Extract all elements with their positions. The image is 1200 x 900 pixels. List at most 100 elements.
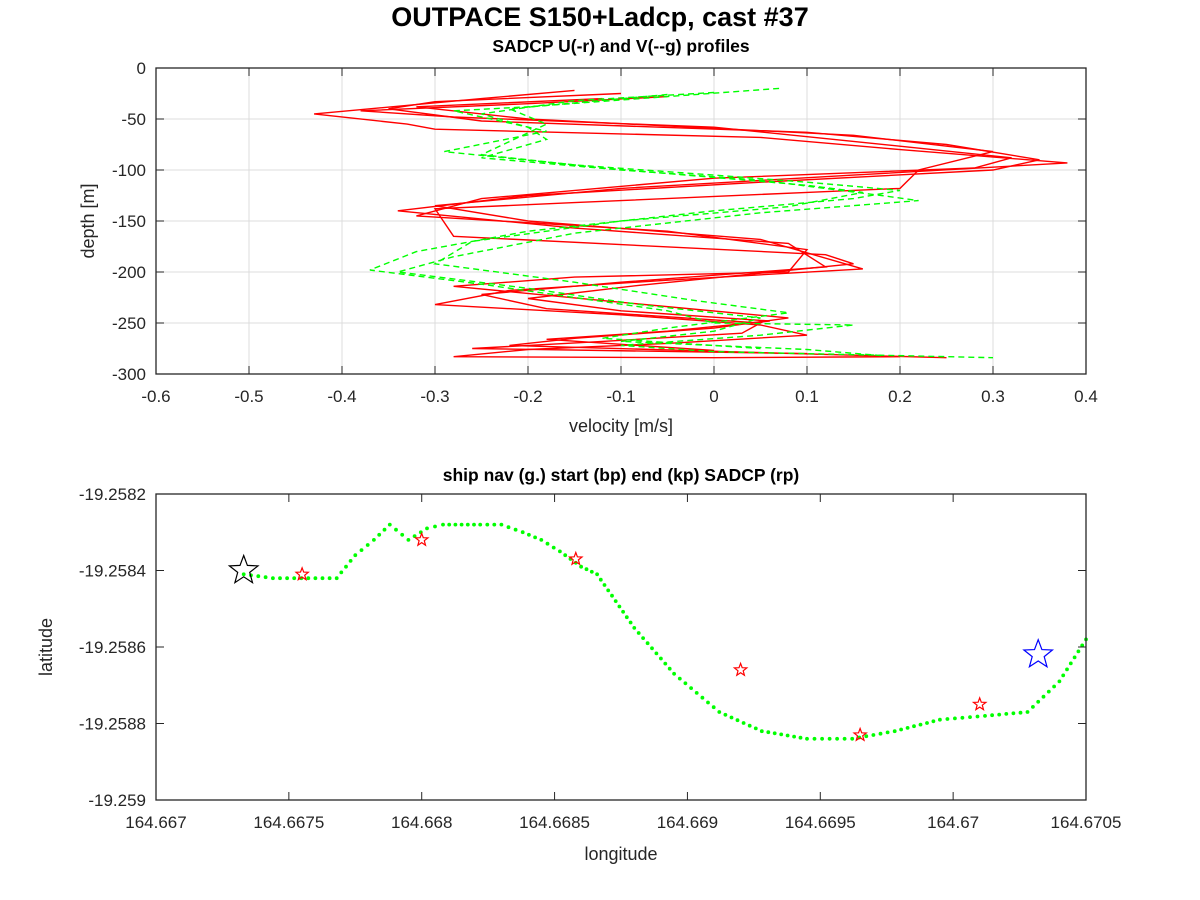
end-marker <box>1022 637 1055 669</box>
nav-point <box>589 569 594 574</box>
nav-point <box>717 710 722 714</box>
nav-point <box>506 525 511 530</box>
nav-point <box>499 522 504 527</box>
nav-point <box>938 717 942 722</box>
nav-point <box>492 522 497 527</box>
nav-point <box>711 705 716 710</box>
x-tick-label: 164.668 <box>391 813 452 832</box>
nav-point <box>1025 710 1030 714</box>
y-tick-label: -200 <box>112 263 146 282</box>
nav-point <box>741 721 746 725</box>
nav-point <box>400 532 405 537</box>
nav-point <box>772 731 777 736</box>
nav-point <box>563 553 568 558</box>
nav-point <box>827 736 832 741</box>
nav-point <box>513 527 518 532</box>
nav-point <box>892 729 897 734</box>
nav-point <box>632 626 637 630</box>
nav-point <box>1031 705 1035 709</box>
nav-point <box>617 604 622 609</box>
nav-point <box>835 736 839 741</box>
nav-point <box>598 577 603 582</box>
nav-point <box>945 717 950 721</box>
nav-point <box>747 723 752 728</box>
y-axis-label: latitude <box>36 618 56 676</box>
plot-frame <box>155 493 1087 801</box>
x-tick-label: 0.1 <box>795 387 819 406</box>
nav-point <box>931 719 936 724</box>
nav-point <box>918 722 923 727</box>
y-tick-label: -300 <box>112 365 146 384</box>
nav-point <box>285 576 289 581</box>
nav-point <box>1004 712 1009 716</box>
y-tick-labels: 0 -50 -100 -150 -200 -250 -300 <box>112 59 146 384</box>
x-tick-label: 0.3 <box>981 387 1005 406</box>
nav-point <box>334 576 339 581</box>
nav-point <box>394 527 398 532</box>
x-tick-labels: -0.6 -0.5 -0.4 -0.3 -0.2 -0.1 0 0.1 0.2 0.3 0.4 <box>141 387 1097 406</box>
y-tick-label: -19.259 <box>88 791 146 810</box>
nav-point <box>1061 673 1066 678</box>
nav-point <box>579 564 583 569</box>
y-axis-label: depth [m] <box>78 183 98 258</box>
nav-point <box>925 721 929 725</box>
nav-point <box>654 651 659 656</box>
nav-point <box>263 575 268 580</box>
plot-title: SADCP U(-r) and V(--g) profiles <box>492 36 750 56</box>
x-tick-label: 164.67 <box>927 813 979 832</box>
nav-point <box>478 522 483 527</box>
nav-point <box>353 553 358 558</box>
nav-point <box>850 736 855 741</box>
nav-point <box>344 564 348 569</box>
nav-point <box>650 646 654 651</box>
nav-point <box>377 532 382 537</box>
y-tick-label: -19.2588 <box>79 715 146 734</box>
nav-point <box>864 734 869 739</box>
tick-marks <box>155 493 1087 801</box>
y-tick-label: -100 <box>112 161 146 180</box>
y-tick-label: -19.2586 <box>79 638 146 657</box>
sadcp-marker <box>971 696 988 711</box>
nav-point <box>663 661 668 666</box>
nav-point <box>365 543 370 547</box>
x-tick-labels: 164.667 164.6675 164.668 164.6685 164.669 164… <box>125 813 1121 832</box>
x-tick-label: -0.6 <box>141 387 170 406</box>
nav-point <box>645 641 650 646</box>
nav-point <box>842 736 847 741</box>
y-tick-label: -250 <box>112 314 146 333</box>
nav-point <box>406 538 411 542</box>
nav-point <box>694 691 699 695</box>
nav-point <box>689 686 693 690</box>
x-tick-label: 164.6675 <box>253 813 324 832</box>
nav-point <box>628 620 633 625</box>
nav-point <box>545 541 550 546</box>
nav-point <box>327 576 332 581</box>
nav-point <box>990 713 994 718</box>
y-tick-labels: -19.2582 -19.2584 -19.2586 -19.2588 -19.259 <box>79 485 146 810</box>
nav-point <box>753 726 758 731</box>
nav-point <box>441 522 445 527</box>
nav-point <box>983 714 987 718</box>
nav-point <box>1036 699 1041 704</box>
nav-point <box>558 549 562 554</box>
nav-point <box>735 718 740 723</box>
nav-point <box>459 522 464 527</box>
nav-point <box>387 522 392 527</box>
nav-point <box>759 729 764 734</box>
plot-title: ship nav (g.) start (bp) end (kp) SADCP … <box>443 465 800 485</box>
nav-point <box>659 656 663 661</box>
nav-point <box>256 574 261 579</box>
nav-point <box>1052 684 1056 689</box>
nav-point <box>885 730 890 735</box>
nav-point <box>271 576 275 581</box>
nav-point <box>779 732 784 737</box>
nav-point <box>453 522 458 527</box>
x-tick-label: 164.667 <box>125 813 186 832</box>
x-tick-label: 0.4 <box>1074 387 1098 406</box>
x-tick-label: 0 <box>709 387 718 406</box>
nav-point <box>527 532 531 537</box>
nav-point <box>551 545 556 550</box>
nav-point <box>905 726 910 730</box>
